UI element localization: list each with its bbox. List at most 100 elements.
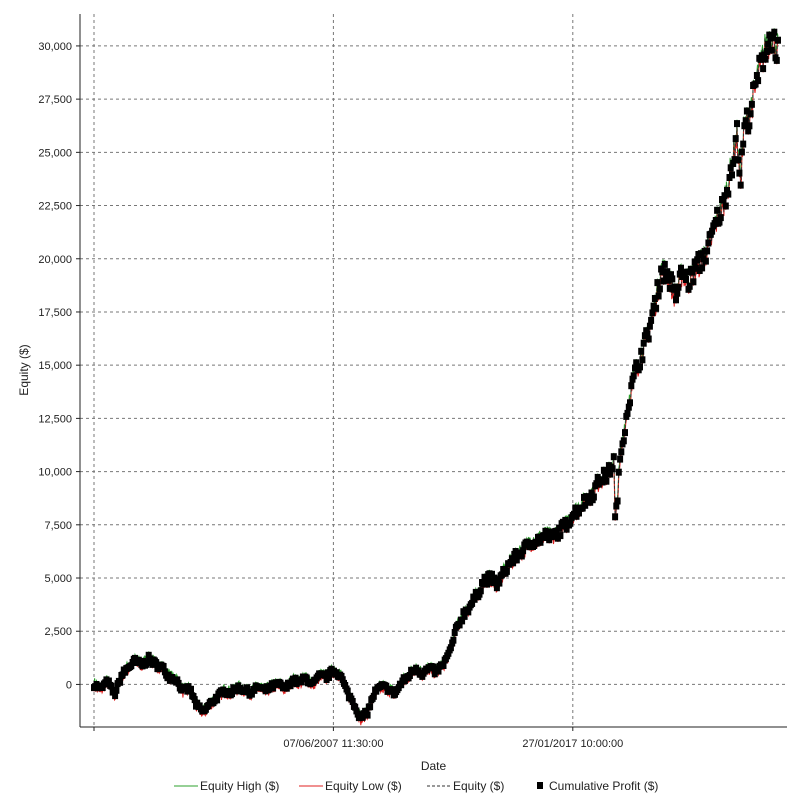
cumulative-profit-marker [773,56,780,64]
cumulative-profit-marker [669,275,676,283]
axes [79,14,787,728]
cumulative-profit-marker [727,164,734,172]
cumulative-profit-marker [770,33,776,41]
tick-labels: 0 2,500 5,000 7,500 10,000 12,500 15,000 17,500… [38,41,623,750]
cumulative-profit-marker [607,470,614,478]
y-tick-label: 12,500 [38,413,72,425]
cumulative-profit-marker [644,330,651,338]
cumulative-profit-marker [586,494,592,502]
legend: Equity High ($) Equity Low ($) Equity ($) C… [174,779,658,793]
legend-label: Cumulative Profit ($) [549,779,658,793]
cumulative-profit-marker [153,659,160,667]
cumulative-profit-marker [349,698,356,705]
cumulative-profit-marker [690,278,697,286]
cumulative-profit-marker [638,347,645,355]
cumulative-profit-marker [508,555,515,563]
cumulative-profit-marker [648,316,655,324]
cumulative-profit-marker [738,148,745,156]
cumulative-profit-marker [520,547,527,555]
cumulative-profit-marker [615,468,622,476]
cumulative-profit-marker [731,156,738,164]
cumulative-profit-marker [518,552,525,560]
cumulative-profit-marker [503,567,510,575]
cumulative-profit-marker [469,599,476,607]
cumulative-profit-marker [563,525,570,533]
cumulative-profit-marker [450,636,457,644]
cumulative-profit-marker [664,268,671,276]
cumulative-profit-marker [113,686,120,694]
cumulative-profit-marker [472,588,479,596]
cumulative-profit-marker [747,110,754,118]
cumulative-profit-marker [108,682,115,690]
cumulative-profit-marker [661,260,668,268]
cumulative-profit-marker [640,339,647,347]
y-tick-label: 20,000 [38,254,72,266]
cumulative-profit-marker [717,214,724,222]
y-tick-label: 17,500 [38,307,72,319]
x-tick-label: 27/01/2017 10:00:00 [522,738,623,750]
cumulative-profit-marker [588,489,595,497]
cumulative-profit-marker [622,429,628,437]
cumulative-profit-marker [736,169,743,177]
cumulative-profit-marker [590,493,597,501]
cumulative-profit-marker [745,127,752,135]
cumulative-profit-marker [510,559,517,567]
cumulative-profit-marker [303,674,310,682]
series-layer [91,28,781,726]
cumulative-profit-marker [692,264,699,272]
cumulative-profit-marker [551,532,558,540]
cumulative-profit-marker [748,100,755,108]
cumulative-profit-marker [557,532,564,540]
cumulative-profit-marker [287,682,294,690]
cumulative-profit-marker [370,692,377,700]
cumulative-profit-marker [725,190,732,198]
cumulative-profit-marker [716,218,723,226]
cumulative-profit-marker [251,686,258,694]
y-tick-label: 27,500 [38,94,72,106]
cumulative-profit-marker [686,282,693,290]
cumulative-profit-marker [655,292,662,300]
cumulative-profit-marker [383,682,390,690]
cumulative-profit-marker [493,584,500,592]
cumulative-profit-marker [339,676,346,684]
cumulative-profit-marker [684,268,691,276]
cumulative-profit-marker [188,685,194,693]
cumulative-profit-marker [737,181,744,189]
cumulative-profit-marker [678,264,684,272]
cumulative-profit-marker [654,279,661,287]
cumulative-profit-marker [220,686,227,694]
cumulative-profit-marker [628,382,635,390]
cumulative-profit-marker [122,668,129,676]
cumulative-profit-marker [639,356,646,364]
cumulative-profit-marker [556,524,563,532]
cumulative-profit-marker [724,187,730,194]
cumulative-profit-marker [630,372,637,380]
cumulative-profit-marker [720,196,727,204]
cumulative-profit-marker [675,283,682,291]
cumulative-profit-marker [633,359,640,367]
cumulative-profit-marker [668,271,674,279]
grid-lines [76,14,787,731]
cumulative-profit-marker [214,696,221,704]
cumulative-profit-marker [729,171,735,179]
cumulative-profit-marker [600,466,607,474]
cumulative-profit-marker [603,477,610,485]
cumulative-profit-marker [656,285,663,293]
cumulative-profit-marker [465,608,472,616]
cumulative-profit-marker [755,77,762,85]
cumulative-profit-marker [244,684,250,692]
legend-label: Equity Low ($) [325,779,402,793]
cumulative-profit-marker [165,671,172,679]
y-tick-label: 5,000 [44,573,72,585]
cumulative-profit-marker [699,264,706,272]
cumulative-profit-marker [651,295,658,302]
cumulative-profit-marker [649,309,656,317]
series-equity-line [93,32,779,722]
cumulative-profit-marker [270,684,277,692]
cumulative-profit-marker [763,48,770,55]
cumulative-profit-marker [599,478,606,486]
cumulative-profit-marker [659,268,666,276]
cumulative-profit-marker [191,696,198,704]
cumulative-profit-marker [694,256,701,264]
